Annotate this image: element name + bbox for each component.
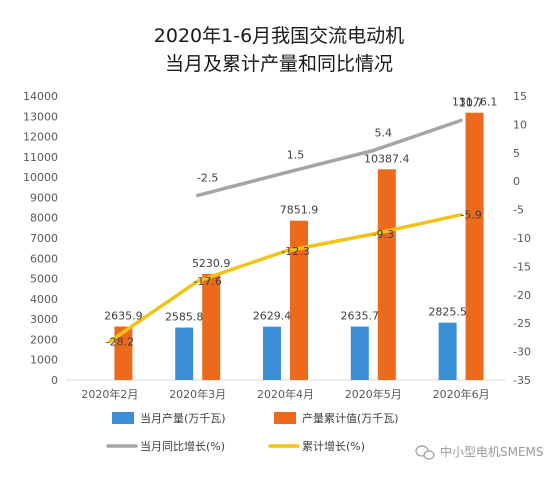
left-axis-tick-label: 13000 [23, 110, 58, 123]
left-axis-tick-label: 8000 [30, 212, 58, 225]
left-axis-tick-label: 3000 [30, 313, 58, 326]
chart-title-line-2: 当月及累计产量和同比情况 [165, 53, 393, 75]
series-lines [108, 118, 463, 344]
legend-label: 当月产量(万千瓦) [140, 411, 226, 425]
right-axis-tick-label: 10 [513, 118, 527, 131]
bar-monthly-output [175, 327, 194, 380]
right-axis-tick-label: -25 [513, 317, 531, 330]
right-axis-tick-label: -10 [513, 232, 531, 245]
left-axis-tick-label: 1000 [30, 354, 58, 367]
x-axis-tick-label: 2020年2月 [81, 387, 138, 401]
left-axis-tick-label: 2000 [30, 333, 58, 346]
x-axis-tick-label: 2020年4月 [257, 387, 314, 401]
bar-data-label: 2635.7 [341, 310, 380, 323]
line-data-label: -17.6 [193, 275, 221, 288]
bar-data-label: 2629.4 [253, 310, 292, 323]
legend: 当月产量(万千瓦) 产量累计值(万千瓦) 当月同比增长(%) 累计增长(%) [106, 411, 399, 453]
bar-data-label: 7851.9 [280, 204, 319, 217]
watermark: 中小型电机SMEMS [415, 444, 544, 460]
right-axis-tick-label: 0 [513, 175, 520, 188]
right-axis-tick-label: 15 [513, 90, 527, 103]
line-data-label: -2.5 [197, 171, 218, 184]
line-data-label: 10.7 [459, 96, 484, 109]
bar-data-label: 10387.4 [364, 152, 410, 165]
x-axis-tick-label: 2020年6月 [433, 387, 490, 401]
left-axis-tick-label: 14000 [23, 90, 58, 103]
bar-data-label: 2825.5 [428, 306, 467, 319]
left-axis-tick-label: 12000 [23, 131, 58, 144]
right-axis-tick-label: -15 [513, 260, 531, 273]
legend-label: 产量累计值(万千瓦) [302, 411, 399, 425]
left-axis-tick-label: 4000 [30, 293, 58, 306]
line-data-label: 1.5 [287, 149, 305, 162]
line-data-label: -5.9 [460, 209, 481, 222]
right-axis-tick-label: -35 [513, 374, 531, 387]
left-axis-tick-label: 5000 [30, 273, 58, 286]
bar-monthly-output [350, 326, 369, 380]
data-labels: 2585.8 2629.4 2635.7 2825.5 2635.9 5230.9 7851… [104, 96, 497, 349]
left-axis-tick-label: 0 [51, 374, 58, 387]
left-axis-tick-label: 6000 [30, 252, 58, 265]
bar-cumulative-output [202, 273, 221, 380]
right-axis-tick-label: -30 [513, 346, 531, 359]
bar-cumulative-output [290, 220, 308, 380]
legend-swatch [112, 412, 134, 424]
line-data-label: -28.2 [106, 335, 134, 348]
bar-data-label: 13176.1 [452, 96, 498, 109]
line-data-label: -9.3 [373, 228, 394, 241]
line-data-label: 5.4 [375, 127, 393, 140]
bar-cumulative-output [377, 169, 396, 380]
chart-title-line-1: 2020年1-6月我国交流电动机 [154, 25, 404, 47]
left-axis-tick-label: 9000 [30, 191, 58, 204]
right-axis-tick-label: -5 [513, 204, 524, 217]
legend-label: 当月同比增长(%) [140, 439, 225, 453]
legend-label: 累计增长(%) [302, 439, 365, 453]
x-axis-tick-label: 2020年5月 [345, 387, 402, 401]
line-data-label: -12.3 [281, 245, 309, 258]
bar-data-label: 5230.9 [192, 257, 231, 270]
bars [114, 112, 484, 380]
bar-cumulative-output [465, 112, 484, 380]
bar-monthly-output [263, 326, 281, 380]
bar-monthly-output [438, 322, 457, 380]
watermark-text: 中小型电机SMEMS [440, 444, 544, 459]
axes: 0100020003000400050006000700080009000100… [23, 90, 531, 401]
bar-data-label: 2585.8 [165, 311, 204, 324]
wechat-icon [415, 445, 435, 460]
left-axis-tick-label: 7000 [30, 232, 58, 245]
legend-swatch [274, 412, 296, 424]
left-axis-tick-label: 10000 [23, 171, 58, 184]
bar-cumulative-output [114, 326, 133, 380]
line-monthly-yoy-growth [195, 118, 463, 198]
right-axis-tick-label: -20 [513, 289, 531, 302]
bar-data-label: 2635.9 [104, 310, 143, 323]
left-axis-tick-label: 11000 [23, 151, 58, 164]
x-axis-tick-label: 2020年3月 [169, 387, 226, 401]
right-axis-tick-label: 5 [513, 147, 520, 160]
